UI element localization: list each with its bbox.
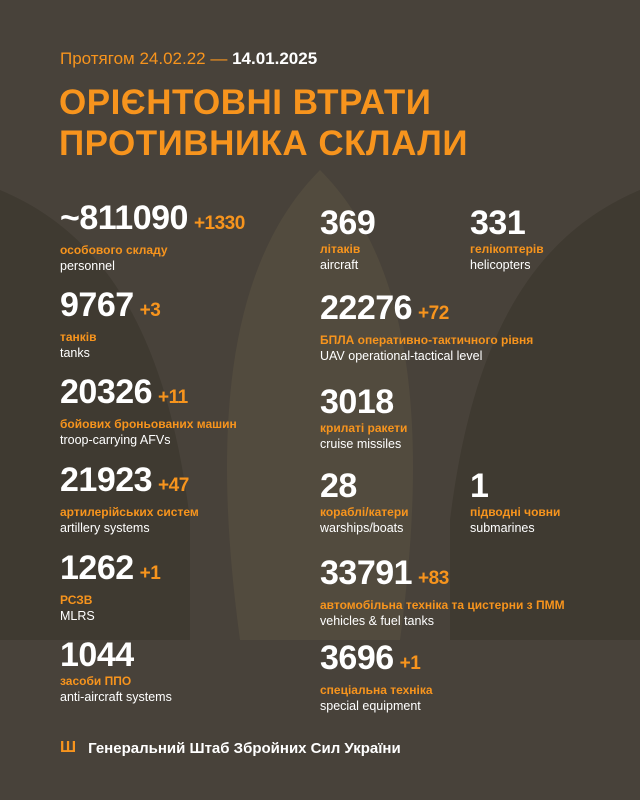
stat-label-ua: БПЛА оперативно-тактичного рівня: [320, 333, 534, 347]
stat-label-en: UAV operational-tactical level: [320, 349, 483, 363]
stat-value: 9767 +3: [60, 286, 161, 324]
stat-label-en: artillery systems: [60, 521, 150, 535]
stat-value: 22276 +72: [320, 289, 449, 327]
stat-label-en: vehicles & fuel tanks: [320, 614, 434, 628]
period: Протягом 24.02.22 — 14.01.2025: [60, 49, 318, 68]
stat-value: 28: [320, 467, 357, 505]
stat-label-ua: артилерійських систем: [60, 505, 199, 519]
stat-delta: +11: [158, 387, 188, 408]
stat-label-ua: бойових броньованих машин: [60, 417, 237, 431]
stat-artillery-systems: 21923 +47 артилерійських систем artillery…: [60, 462, 199, 536]
stat-troop-carrying-afvs: 20326 +11 бойових броньованих машин troop…: [60, 374, 237, 448]
stat-value: 1044: [60, 636, 134, 674]
stat-delta: +47: [158, 475, 189, 496]
stat-label-ua: засоби ППО: [60, 674, 132, 688]
stat-label-ua: гелікоптерів: [470, 242, 544, 256]
stat-delta: +1: [399, 653, 421, 674]
stat-label-en: submarines: [470, 521, 535, 535]
footer: Ш Генеральний Штаб Збройних Сил України: [60, 739, 401, 757]
stat-aircraft: 369 літаків aircraft: [320, 204, 376, 273]
stat-delta: +72: [418, 303, 449, 324]
stat-value: 331: [470, 204, 526, 242]
stat-anti-aircraft-systems: 1044 засоби ППО anti-aircraft systems: [60, 637, 172, 705]
stat-tanks: 9767 +3 танків tanks: [60, 286, 161, 361]
stat-submarines: 1 підводні човни submarines: [470, 468, 560, 536]
stat-value: ~811090 +1330: [60, 199, 245, 237]
stat-value: 33791 +83: [320, 554, 449, 592]
stat-value: 1: [470, 467, 489, 505]
stat-warships-boats: 28 кораблі/катери warships/boats: [320, 468, 409, 536]
stat-cruise-missiles: 3018 крилаті ракети cruise missiles: [320, 384, 407, 452]
stat-label-en: aircraft: [320, 258, 359, 272]
stat-helicopters: 331 гелікоптерів helicopters: [470, 205, 544, 273]
stat-value: 369: [320, 204, 376, 242]
stat-personnel: ~811090 +1330 особового складу personnel: [60, 200, 245, 274]
stat-label-ua: крилаті ракети: [320, 421, 408, 435]
stat-label-ua: літаків: [320, 242, 361, 256]
stat-label-ua: автомобільна техніка та цистерни з ПММ: [320, 598, 565, 612]
stat-label-en: tanks: [60, 346, 90, 360]
stat-value: 1262 +1: [60, 549, 161, 587]
stat-vehicles-fuel-tanks: 33791 +83 автомобільна техніка та цистерн…: [320, 555, 565, 629]
stat-label-ua: особового складу: [60, 243, 168, 257]
stat-value: 20326 +11: [60, 373, 188, 411]
stat-uav-operational-tactical-level: 22276 +72 БПЛА оперативно-тактичного рівн…: [320, 290, 533, 364]
stat-label-ua: РСЗВ: [60, 593, 93, 607]
stat-label-en: personnel: [60, 259, 115, 273]
stat-value: 3696 +1: [320, 639, 421, 677]
stat-label-ua: спеціальна техніка: [320, 683, 433, 697]
stat-delta: +83: [418, 568, 449, 589]
stat-special-equipment: 3696 +1 спеціальна техніка special equipm…: [320, 640, 433, 714]
stat-label-en: special equipment: [320, 699, 421, 713]
stat-label-ua: кораблі/катери: [320, 505, 409, 519]
stat-label-en: anti-aircraft systems: [60, 690, 172, 704]
stat-delta: +3: [139, 300, 161, 321]
stat-label-en: MLRS: [60, 609, 95, 623]
page-title: ОРІЄНТОВНІ ВТРАТИ ПРОТИВНИКА СКЛАЛИ: [59, 83, 468, 163]
stat-label-en: cruise missiles: [320, 437, 402, 451]
stat-label-en: warships/boats: [320, 521, 404, 535]
stat-mlrs: 1262 +1 РСЗВ MLRS: [60, 549, 161, 624]
footer-text: Генеральний Штаб Збройних Сил України: [88, 739, 401, 757]
stat-label-ua: танків: [60, 330, 97, 344]
stat-value: 3018: [320, 383, 394, 421]
stat-delta: +1: [139, 563, 161, 584]
stat-label-en: helicopters: [470, 258, 531, 272]
stat-label-ua: підводні човни: [470, 505, 561, 519]
stat-delta: +1330: [193, 213, 245, 234]
trident-icon: Ш: [60, 739, 77, 756]
stat-label-en: troop-carrying AFVs: [60, 433, 171, 447]
stat-value: 21923 +47: [60, 461, 189, 499]
